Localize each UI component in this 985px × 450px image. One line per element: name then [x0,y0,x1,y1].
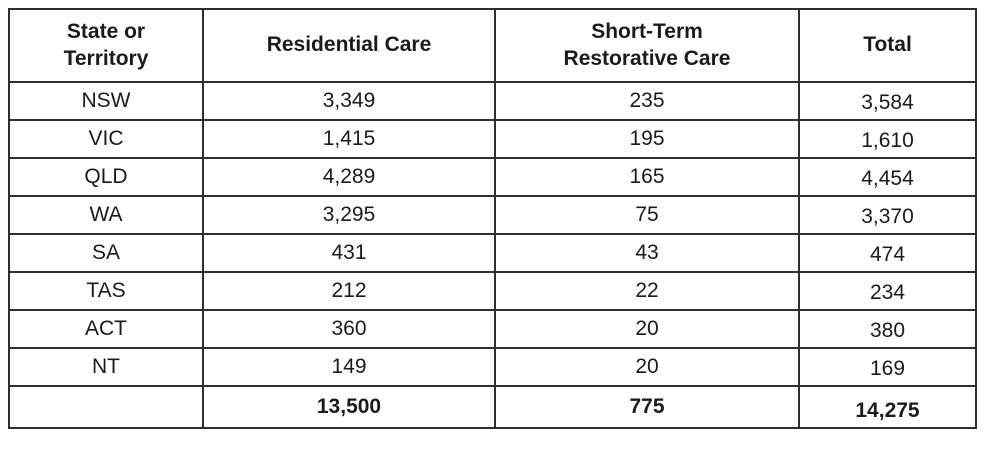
row-wa: WA 3,295 75 3,370 [8,195,977,235]
state-cell: TAS [8,271,204,311]
state-cell: WA [8,195,204,235]
care-places-table: State or Territory Residential Care Shor… [8,8,977,429]
total-cell: 169 [798,347,977,387]
residential-care-cell: 212 [202,271,496,311]
table-header: State or Territory Residential Care Shor… [8,8,977,83]
row-vic: VIC 1,415 195 1,610 [8,119,977,159]
residential-care-cell: 431 [202,233,496,273]
total-cell: 3,370 [798,195,977,235]
short-term-restorative-care-cell: 195 [494,119,800,159]
state-cell: ACT [8,309,204,349]
total-cell: 3,584 [798,81,977,121]
state-cell: NT [8,347,204,387]
short-term-restorative-care-cell: 43 [494,233,800,273]
residential-care-total-cell: 13,500 [202,385,496,429]
residential-care-cell: 149 [202,347,496,387]
short-term-restorative-care-cell: 22 [494,271,800,311]
state-cell: NSW [8,81,204,121]
row-act: ACT 360 20 380 [8,309,977,349]
state-cell: QLD [8,157,204,197]
residential-care-cell: 3,349 [202,81,496,121]
header-row: State or Territory Residential Care Shor… [8,8,977,83]
row-sa: SA 431 43 474 [8,233,977,273]
totals-empty-cell [8,385,204,429]
residential-care-cell: 360 [202,309,496,349]
total-cell: 1,610 [798,119,977,159]
row-nsw: NSW 3,349 235 3,584 [8,81,977,121]
residential-care-cell: 4,289 [202,157,496,197]
row-tas: TAS 212 22 234 [8,271,977,311]
short-term-restorative-care-cell: 20 [494,347,800,387]
residential-care-cell: 1,415 [202,119,496,159]
header-cell-residential-care: Residential Care [202,8,496,83]
table-body: NSW 3,349 235 3,584 VIC 1,415 195 1,610 … [8,81,977,429]
residential-care-cell: 3,295 [202,195,496,235]
row-qld: QLD 4,289 165 4,454 [8,157,977,197]
total-cell: 4,454 [798,157,977,197]
short-term-restorative-care-cell: 235 [494,81,800,121]
total-cell: 474 [798,233,977,273]
row-nt: NT 149 20 169 [8,347,977,387]
state-cell: SA [8,233,204,273]
grand-total-cell: 14,275 [798,385,977,429]
short-term-restorative-care-cell: 75 [494,195,800,235]
header-cell-short-term-restorative-care: Short-Term Restorative Care [494,8,800,83]
short-term-restorative-care-total-cell: 775 [494,385,800,429]
total-cell: 380 [798,309,977,349]
header-cell-state-or-territory: State or Territory [8,8,204,83]
short-term-restorative-care-cell: 20 [494,309,800,349]
total-cell: 234 [798,271,977,311]
header-cell-total: Total [798,8,977,83]
state-cell: VIC [8,119,204,159]
totals-row: 13,500 775 14,275 [8,385,977,429]
short-term-restorative-care-cell: 165 [494,157,800,197]
